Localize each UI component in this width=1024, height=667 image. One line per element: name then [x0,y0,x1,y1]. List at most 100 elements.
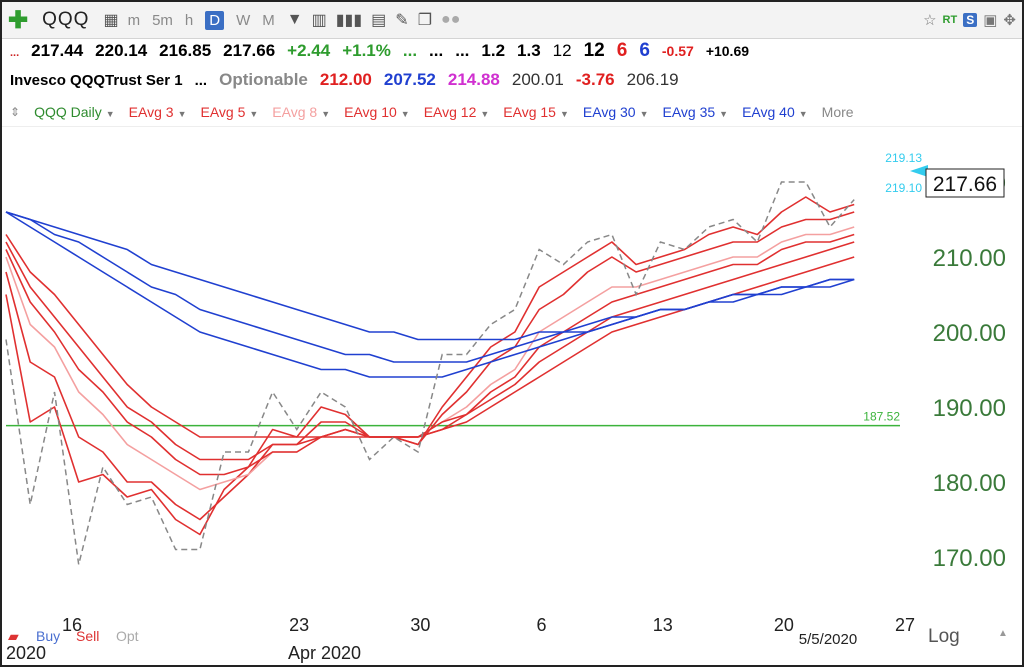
row1-11: 1.3 [517,41,541,60]
x-tick-label: 6 [537,615,547,635]
dropdown-caret-icon[interactable]: ▼ [321,109,331,119]
scale-caret-icon[interactable]: ▲ [998,628,1008,639]
indicator-bar: ⇕ QQQ Daily ▼ EAvg 3 ▼ EAvg 5 ▼ EAvg 8 ▼ EAvg 10… [2,98,1022,127]
bottom-bar: ▰ Buy Sell Opt Log ▲ [2,622,1022,662]
dropdown-caret-icon[interactable]: ▼ [480,109,490,119]
timeframe-5m[interactable]: 5m [152,11,173,29]
row1-9: ... [455,41,470,60]
move-icon[interactable]: ✥ [1003,12,1016,29]
dropdown-caret-icon[interactable]: ▼ [798,109,808,119]
share-icon[interactable]: ●● [441,11,461,28]
draw-pencil-icon[interactable]: ✎ [395,12,409,29]
trade-icon[interactable]: ▰ [8,628,19,644]
y-tick-label: 190.00 [933,395,1006,422]
indicator-qqq-daily[interactable]: QQQ Daily ▼ [34,104,115,120]
x-tick-label: 27 [895,615,915,635]
timeframe-m[interactable]: m [127,11,141,29]
quote-panel: ... 217.44 220.14 216.85 217.66 +2.44 +1.1%...… [2,38,1022,98]
indicator-more[interactable]: More [822,104,854,120]
row2-7: -3.76 [575,70,615,89]
y-tick-label: 180.00 [933,470,1006,497]
series-line-eavg-10 [5,233,855,476]
indicator-eavg-15[interactable]: EAvg 15 ▼ [503,104,569,120]
indicator-eavg-5[interactable]: EAvg 5 ▼ [200,104,258,120]
dropdown-caret-icon[interactable]: ▼ [400,109,410,119]
sell-button[interactable]: Sell [76,628,100,644]
indicator-eavg-10[interactable]: EAvg 10 ▼ [344,104,410,120]
series-line-eavg-40 [5,211,855,341]
row1-0: ... [10,47,20,59]
indicator-label: QQQ Daily [34,104,102,120]
indicator-eavg-35[interactable]: EAvg 35 ▼ [662,104,728,120]
y-tick-label: 200.00 [933,320,1006,347]
last-price-box [925,168,1005,198]
notes-icon[interactable]: ❐ [417,12,433,29]
x-tick-label: 20 [774,615,794,635]
row2-4: 207.52 [383,70,436,89]
row1-2: 220.14 [95,41,148,60]
dropdown-caret-icon[interactable]: ▼ [286,11,303,28]
timeframe-d[interactable]: D [205,10,225,30]
series-line-eavg-35 [5,211,855,363]
dropdown-caret-icon[interactable]: ▼ [249,109,259,119]
series-line-eavg-15 [5,234,855,438]
indicator-label: EAvg 5 [200,104,246,120]
grid-icon[interactable]: ▦ [103,12,119,29]
chart-type-icon[interactable]: ▥ [311,12,327,29]
indicator-label: EAvg 15 [503,104,556,120]
save-icon[interactable]: ▣ [983,12,998,29]
row2-2: Optionable [219,70,308,89]
x-tick-label: 13 [653,615,673,635]
timeframe-h[interactable]: h [184,11,194,29]
dropdown-caret-icon[interactable]: ▼ [719,109,729,119]
last-price-marker [910,165,928,177]
high-label-2: 219.10 [885,181,922,195]
table-icon[interactable]: ▤ [371,12,387,29]
s-icon[interactable]: S [963,13,978,27]
symbol-input[interactable]: QQQ [42,9,90,30]
dropdown-caret-icon[interactable]: ▼ [639,109,649,119]
log-toggle[interactable]: Log [928,626,960,647]
indicator-label: EAvg 12 [423,104,477,120]
indicator-eavg-8[interactable]: EAvg 8 ▼ [272,104,330,120]
row1-7: ... [402,41,418,60]
rt-icon[interactable]: RT [942,14,958,26]
series-line-eavg-30 [5,211,855,378]
indicator-eavg-12[interactable]: EAvg 12 ▼ [424,104,490,120]
add-symbol-icon[interactable]: ✚ [8,6,29,34]
series-line-eavg-3 [5,196,855,536]
indicator-label: EAvg 40 [742,104,795,120]
indicator-eavg-30[interactable]: EAvg 30 ▼ [583,104,649,120]
indicator-label: More [821,104,854,120]
indicator-sort-icon[interactable]: ⇕ [10,105,21,119]
row1-13: 12 [583,40,605,61]
dropdown-caret-icon[interactable]: ▼ [105,109,115,119]
high-label-1: 219.13 [885,151,922,165]
row1-3: 216.85 [159,41,212,60]
x-tick-label: 16 [62,615,82,635]
timeframe-mo[interactable]: M [262,11,275,29]
indicator-eavg-3[interactable]: EAvg 3 ▼ [129,104,187,120]
indicator-label: EAvg 35 [662,104,716,120]
x-tick-label: 30 [410,615,430,635]
indicator-eavg-40[interactable]: EAvg 40 ▼ [742,104,808,120]
indicator-label: EAvg 3 [128,104,174,120]
row1-12: 12 [552,41,572,60]
row1-8: ... [429,41,444,60]
reference-hline-label: 187.52 [863,410,900,424]
last-price-label: 217.66 [933,173,997,196]
row2-8: 206.19 [626,70,679,89]
row1-17: +10.69 [705,43,750,59]
star-icon[interactable]: ☆ [923,12,937,29]
buy-button[interactable]: Buy [36,628,61,644]
opt-button[interactable]: Opt [116,628,139,644]
toolbar: ✚ QQQ ▦ m 5m h D W M ▼ ▥ ▮▮▮ ▤ ✎ ❐ ●● ☆ … [2,2,1022,39]
dropdown-caret-icon[interactable]: ▼ [177,109,187,119]
x-tick-label: 23 [289,615,309,635]
dropdown-caret-icon[interactable]: ▼ [559,109,569,119]
row1-14: 6 [616,40,628,61]
bar-icon[interactable]: ▮▮▮ [335,12,363,29]
timeframe-w[interactable]: W [236,11,251,29]
